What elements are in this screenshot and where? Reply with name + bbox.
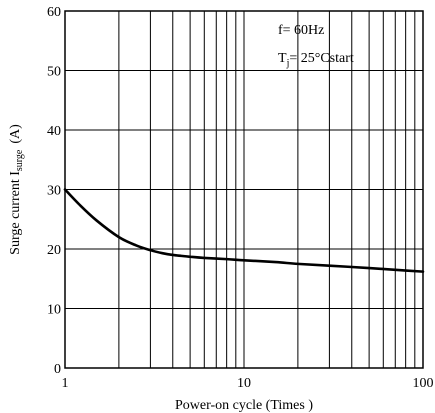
y-tick-label: 0 [54,362,61,377]
y-tick-label: 30 [47,184,61,199]
y-tick-label: 60 [47,5,61,20]
y-tick-label: 40 [47,124,61,139]
x-axis-label: Power-on cycle (Times ) [175,398,313,413]
x-tick-label: 100 [413,376,434,391]
annotation-temp-subscript: j [286,58,290,69]
annotation-temp-value: = 25°Cstart [289,51,354,66]
y-axis-label-subscript: surge [14,149,25,171]
annotation-temp-symbol: T [278,51,287,66]
annotation-junction-temp: Tj= 25°Cstart [278,51,354,69]
series-line-0 [63,188,425,273]
y-tick-label: 10 [47,303,61,318]
y-tick-label: 20 [47,243,61,258]
y-axis-label: Surge current Isurge (A) [8,124,25,255]
annotation-frequency: f= 60Hz [278,23,324,38]
y-axis-label-unit: (A) [8,124,23,144]
series-layer [63,188,425,273]
y-tick-label: 50 [47,65,61,80]
grid-lines [65,11,423,368]
tick-labels: 0 10 20 30 40 50 60 1 10 100 [47,5,434,391]
y-axis-label-prefix: Surge current I [8,171,23,255]
x-tick-label: 1 [62,376,69,391]
x-tick-label: 10 [237,376,251,391]
